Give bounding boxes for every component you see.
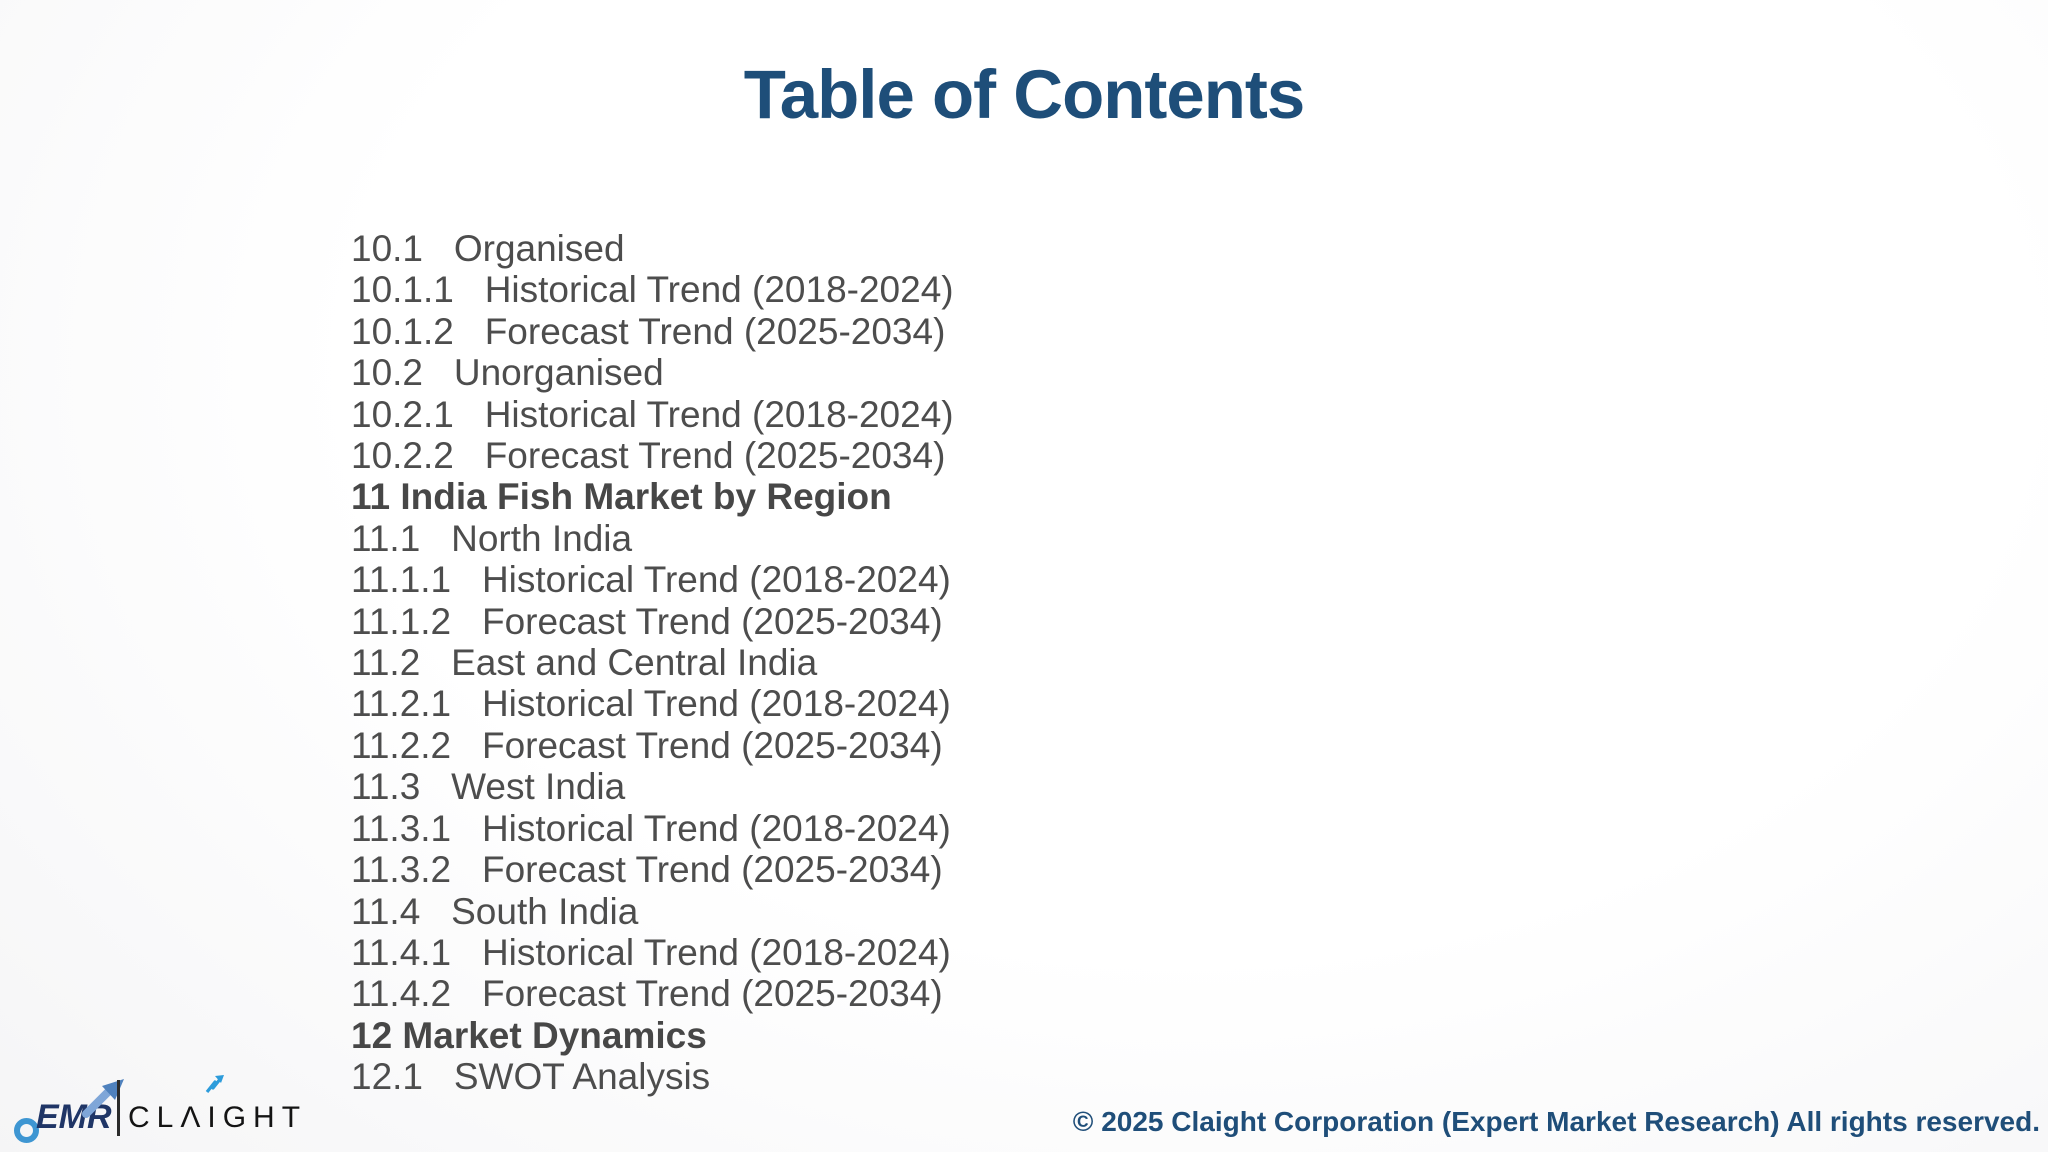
toc-item: 10.1 Organised <box>351 228 625 269</box>
toc-item: 11.3.1 Historical Trend (2018-2024) <box>351 807 951 849</box>
toc-item: 10.2.2 Forecast Trend (2025-2034) <box>351 435 946 477</box>
toc-item: 11.4 South India <box>351 890 639 932</box>
toc-item: 11.3 West India <box>351 766 626 808</box>
toc-item: 11 India Fish Market by Region <box>351 476 892 518</box>
toc-list: 10.1 Organised 10.1.1 Historical Trend (2… <box>351 228 954 1098</box>
toc-item: 11.1.2 Forecast Trend (2025-2034) <box>351 600 943 642</box>
toc-item: 11.1 North India <box>351 517 633 559</box>
toc-item: 11.2 East and Central India <box>351 642 818 684</box>
toc-item: 11.2.2 Forecast Trend (2025-2034) <box>351 724 943 766</box>
claight-arrow-icon <box>205 1075 224 1093</box>
claight-wordmark: CLΛIGHT <box>128 1101 308 1134</box>
toc-item: 11.3.2 Forecast Trend (2025-2034) <box>351 849 943 891</box>
toc-item: 10.2 Unorganised <box>351 352 664 394</box>
copyright-text: © 2025 Claight Corporation (Expert Marke… <box>1072 1106 2040 1137</box>
toc-item: 12.1 SWOT Analysis <box>351 1056 711 1098</box>
emr-claight-logo: EMR CLΛIGHT <box>14 1075 324 1144</box>
toc-item: 11.4.1 Historical Trend (2018-2024) <box>351 931 951 973</box>
page-title: Table of Contents <box>743 56 1306 133</box>
toc-item: 10.1.2 Forecast Trend (2025-2034) <box>351 310 946 352</box>
emr-circle-icon <box>14 1118 39 1143</box>
logo-divider <box>117 1080 120 1136</box>
toc-item: 11.1.1 Historical Trend (2018-2024) <box>351 559 951 601</box>
toc-item: 11.2.1 Historical Trend (2018-2024) <box>351 683 951 725</box>
toc-item: 10.2.1 Historical Trend (2018-2024) <box>351 393 954 435</box>
toc-item: 10.1.1 Historical Trend (2018-2024) <box>351 269 954 311</box>
toc-item: 11.4.2 Forecast Trend (2025-2034) <box>351 973 943 1015</box>
toc-item: 12 Market Dynamics <box>351 1014 707 1056</box>
